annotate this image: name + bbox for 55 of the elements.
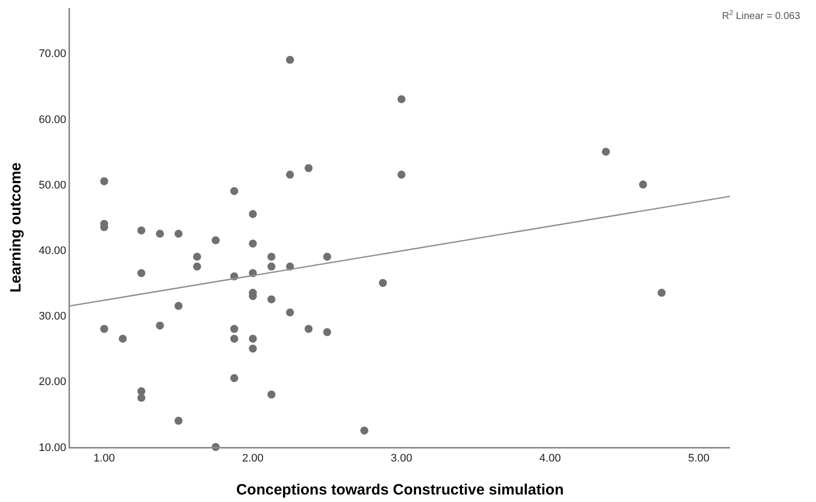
point: [267, 252, 276, 261]
point: [118, 334, 127, 343]
point: [248, 334, 257, 343]
point: [156, 230, 164, 238]
y-axis-title: Learning outcome: [7, 162, 24, 293]
y-tick-label: 30.00: [38, 310, 66, 323]
y-tick-label: 40.00: [38, 244, 66, 257]
point: [174, 416, 183, 425]
point: [137, 394, 146, 402]
point: [248, 210, 257, 218]
point: [267, 262, 276, 271]
point: [156, 322, 164, 330]
point: [602, 148, 610, 156]
x-tick-label: 5.00: [688, 452, 710, 465]
point: [193, 252, 202, 261]
point: [137, 269, 146, 278]
point: [137, 226, 146, 234]
y-tick-label: 20.00: [38, 376, 66, 388]
y-tick-label: 60.00: [38, 114, 66, 126]
point: [230, 374, 238, 382]
point: [378, 278, 387, 287]
point: [248, 240, 257, 248]
point: [639, 180, 648, 189]
y-tick-label: 10.00: [38, 442, 66, 454]
point: [286, 308, 294, 316]
point: [658, 288, 666, 297]
point: [230, 324, 238, 333]
point: [174, 230, 183, 238]
point: [212, 236, 220, 244]
point: [230, 334, 238, 343]
point: [100, 177, 108, 186]
x-tick-label: 2.00: [242, 452, 264, 465]
point: [360, 426, 368, 435]
x-tick-label: 1.00: [93, 452, 115, 465]
point: [304, 164, 313, 172]
point: [267, 390, 276, 398]
x-tick-label: 3.00: [390, 452, 412, 465]
point: [397, 95, 406, 104]
point: [100, 324, 108, 333]
annotation: R$^{2}$ Linear = 0.063: [722, 10, 801, 22]
point: [323, 328, 332, 336]
point: [193, 262, 202, 271]
x-tick-label: 4.00: [539, 452, 561, 465]
point: [286, 56, 294, 64]
point: [286, 170, 294, 179]
point: [248, 344, 257, 353]
y-tick-label: 70.00: [38, 48, 66, 60]
point: [267, 295, 276, 304]
point: [304, 324, 313, 333]
point: [230, 187, 238, 196]
x-axis-title: Conceptions towards Constructive simulation: [236, 481, 564, 498]
point: [323, 252, 332, 261]
point: [397, 170, 406, 179]
y-tick-label: 50.00: [38, 179, 66, 192]
point: [174, 302, 183, 310]
